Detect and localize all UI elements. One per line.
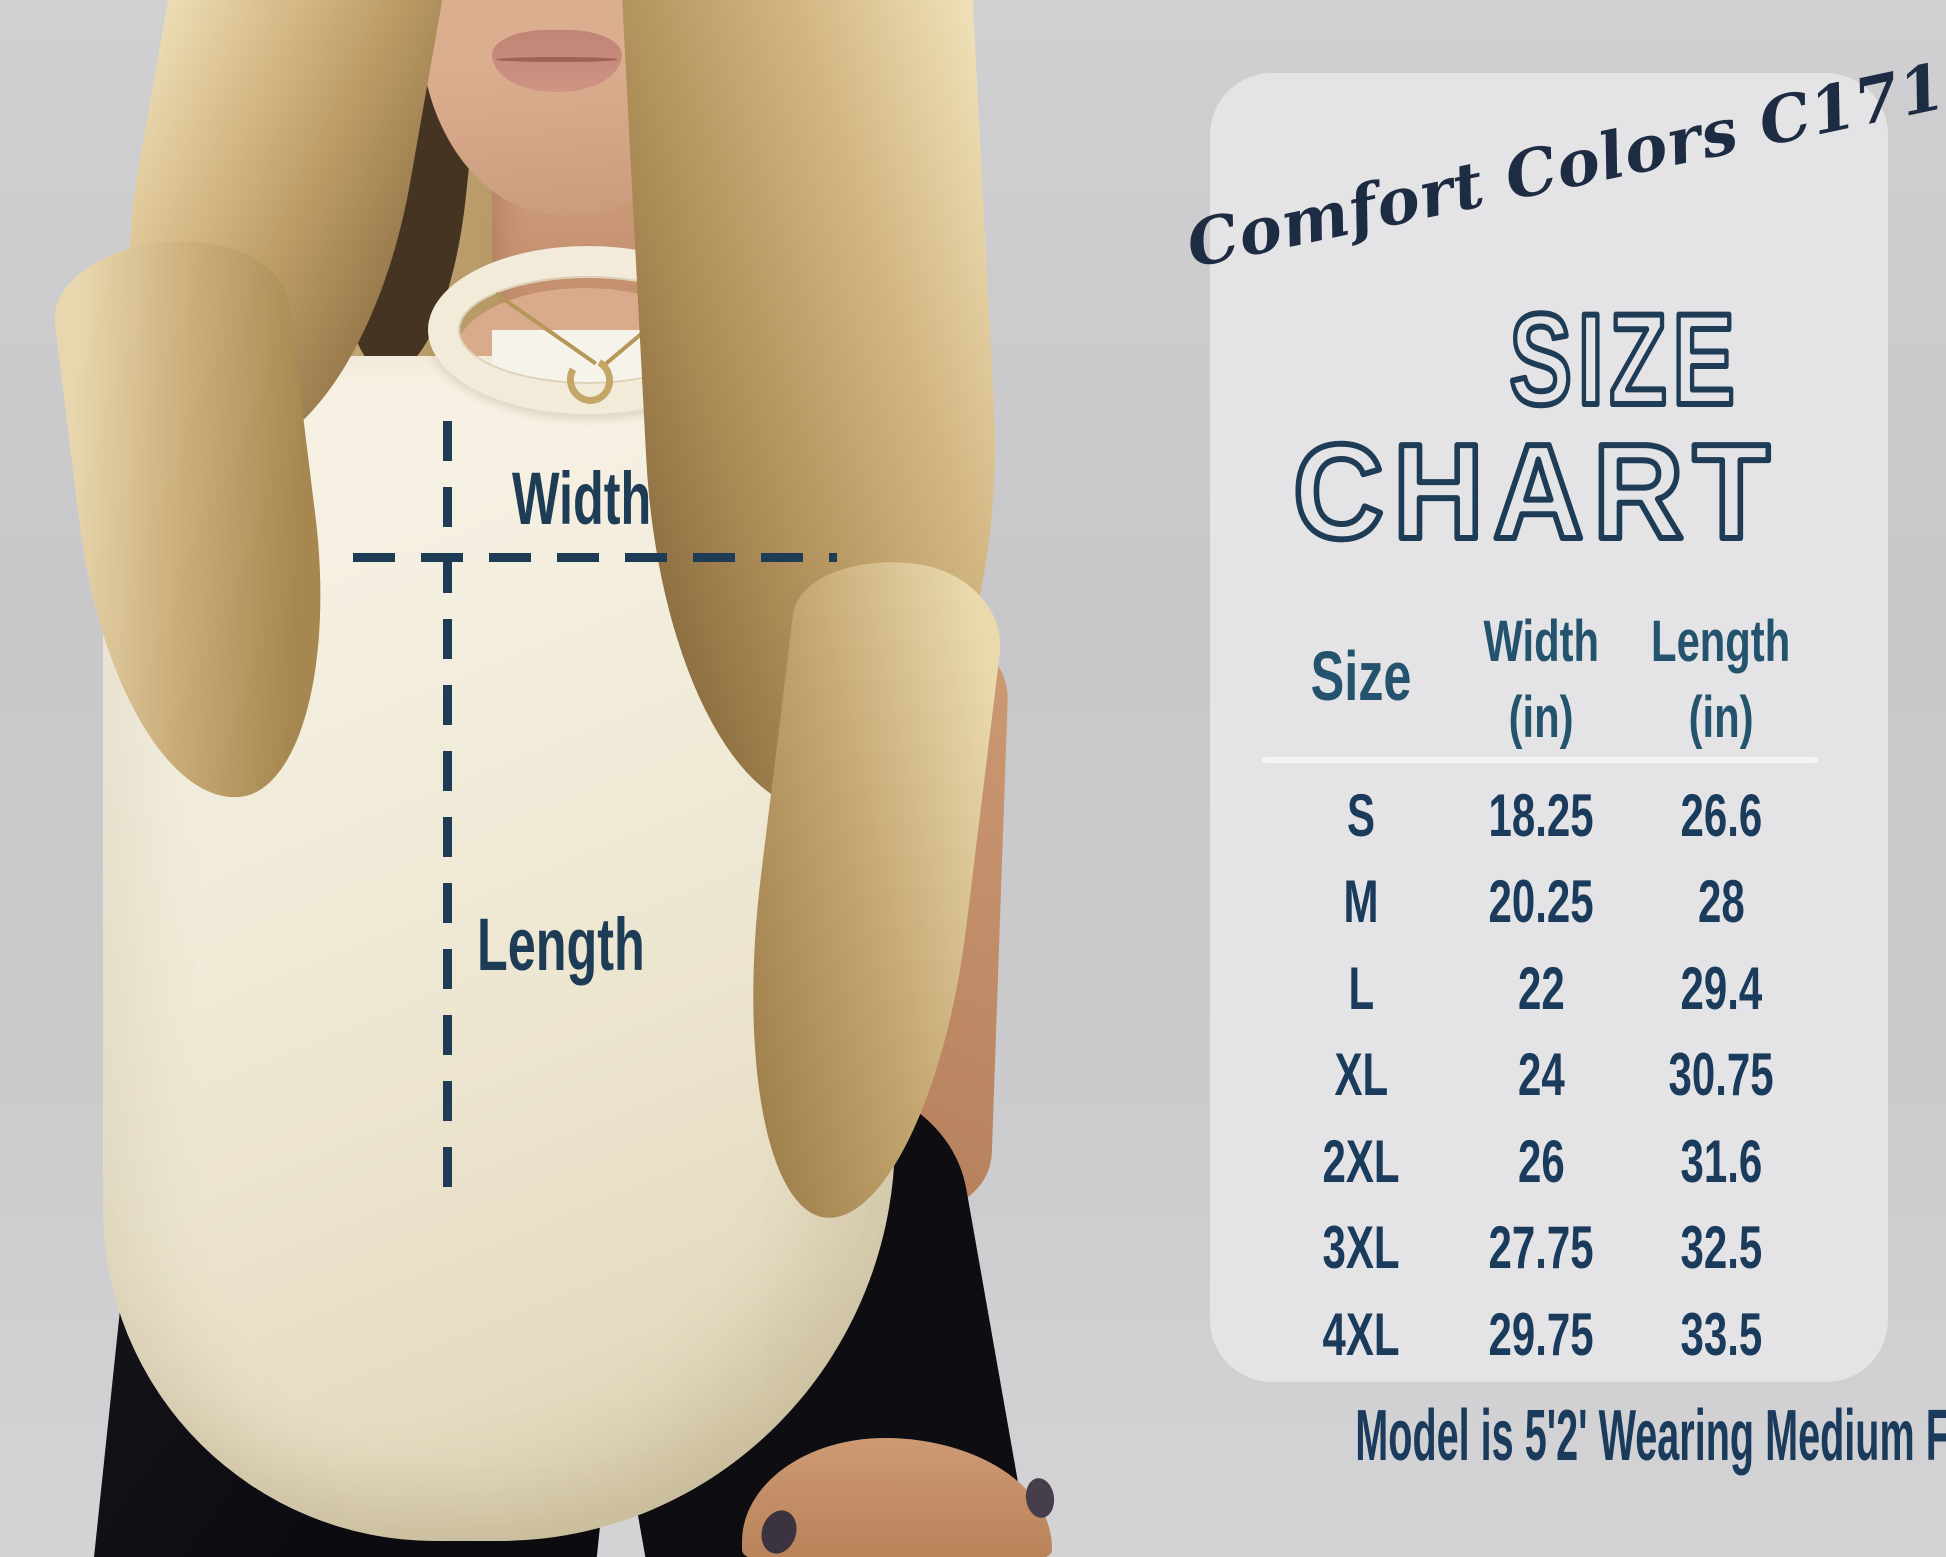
width-cell: 22 bbox=[1517, 954, 1565, 1022]
table-header-size: Size bbox=[1310, 637, 1412, 715]
table-row: S 18.25 26.6 bbox=[1271, 772, 1811, 859]
length-cell: 29.4 bbox=[1680, 954, 1762, 1022]
length-dashed-line bbox=[443, 421, 452, 1207]
table-row: L 22 29.4 bbox=[1271, 945, 1811, 1032]
width-cell: 29.75 bbox=[1488, 1300, 1594, 1368]
table-row: 4XL 29.75 33.5 bbox=[1271, 1291, 1811, 1378]
size-cell: XL bbox=[1334, 1041, 1388, 1109]
length-cell: 30.75 bbox=[1668, 1041, 1774, 1109]
width-cell: 24 bbox=[1517, 1041, 1565, 1109]
size-chart-panel bbox=[1210, 73, 1888, 1382]
table-header-width: Width (in) bbox=[1483, 609, 1599, 750]
width-cell: 18.25 bbox=[1488, 781, 1594, 849]
size-table: S 18.25 26.6 M 20.25 28 L 22 29.4 XL 24 … bbox=[1271, 772, 1811, 1378]
width-cell: 20.25 bbox=[1488, 868, 1594, 936]
length-cell: 28 bbox=[1697, 868, 1745, 936]
length-cell: 26.6 bbox=[1680, 781, 1762, 849]
length-label: Length bbox=[477, 903, 645, 986]
size-cell: 3XL bbox=[1322, 1214, 1400, 1282]
length-cell: 32.5 bbox=[1680, 1214, 1762, 1282]
table-header-row: Size Width (in) Length (in) bbox=[1271, 600, 1811, 760]
size-cell: M bbox=[1343, 868, 1379, 936]
width-cell: 27.75 bbox=[1488, 1214, 1594, 1282]
header-divider bbox=[1262, 757, 1818, 763]
lip-line bbox=[496, 57, 618, 62]
table-header-length: Length (in) bbox=[1651, 609, 1791, 750]
chart-outline-text: CHART bbox=[1293, 416, 1779, 556]
model-reference-caption: Model is 5'2' Wearing Medium For Referen… bbox=[1355, 1396, 1946, 1476]
size-cell: L bbox=[1348, 954, 1374, 1022]
table-row: 2XL 26 31.6 bbox=[1271, 1118, 1811, 1205]
length-cell: 33.5 bbox=[1680, 1300, 1762, 1368]
size-outline-text: SIZE bbox=[1509, 296, 1740, 433]
size-chart-outline-title: SIZE CHART bbox=[1290, 296, 1779, 556]
width-dashed-line bbox=[353, 553, 837, 562]
width-cell: 26 bbox=[1517, 1127, 1565, 1195]
size-cell: S bbox=[1346, 781, 1376, 849]
table-row: M 20.25 28 bbox=[1271, 859, 1811, 946]
size-cell: 4XL bbox=[1322, 1300, 1400, 1368]
size-cell: 2XL bbox=[1322, 1127, 1400, 1195]
table-row: XL 24 30.75 bbox=[1271, 1032, 1811, 1119]
length-cell: 31.6 bbox=[1680, 1127, 1762, 1195]
width-label: Width bbox=[512, 457, 652, 540]
table-row: 3XL 27.75 32.5 bbox=[1271, 1205, 1811, 1292]
